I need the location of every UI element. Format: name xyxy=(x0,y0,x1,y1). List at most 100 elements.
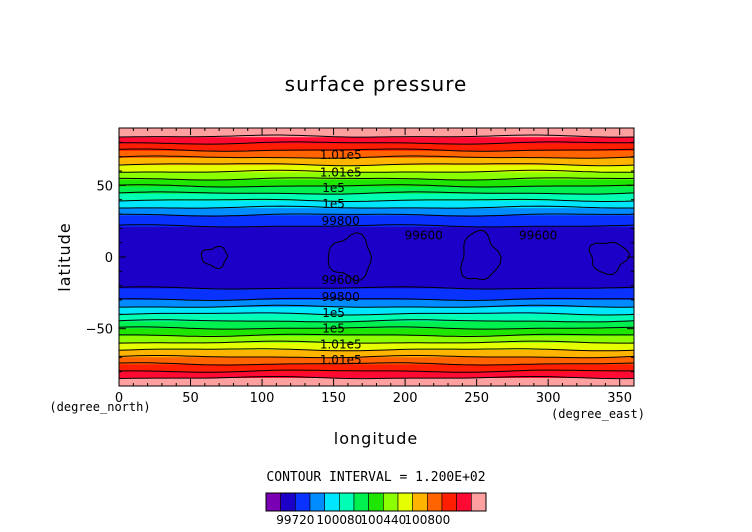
contour-band xyxy=(119,218,634,220)
contour-band xyxy=(119,307,634,310)
contour-band xyxy=(119,182,634,184)
contour-band xyxy=(119,305,634,308)
contour-band xyxy=(119,289,634,291)
contour-line xyxy=(119,304,634,308)
contour-label: 99800 xyxy=(322,214,360,228)
contour-band xyxy=(119,197,634,199)
contour-band xyxy=(119,365,634,368)
contour-band xyxy=(119,241,634,244)
contour-band xyxy=(119,368,634,371)
contour-band xyxy=(119,271,634,273)
contour-band xyxy=(119,196,634,199)
colorbar-frame xyxy=(265,492,487,512)
contour-band xyxy=(119,208,634,211)
chart-title: surface pressure xyxy=(285,72,468,96)
contour-band xyxy=(119,333,634,335)
contour-band xyxy=(119,348,634,350)
contour-band xyxy=(119,163,634,165)
contour-band xyxy=(119,173,634,176)
contour-band xyxy=(119,201,634,203)
contour-band xyxy=(119,316,634,318)
contour-band xyxy=(119,132,634,134)
contour-band xyxy=(119,332,634,335)
contour-band xyxy=(119,138,634,141)
contour-band xyxy=(119,300,634,303)
contour-band xyxy=(119,305,634,307)
contour-band xyxy=(119,339,634,341)
contour-band xyxy=(119,158,634,161)
contour-band xyxy=(119,238,634,240)
contour-band xyxy=(119,328,634,330)
contour-label: 1.01e5 xyxy=(320,148,362,162)
contour-band xyxy=(119,262,634,265)
contour-band xyxy=(119,252,634,255)
y-tick-label: 0 xyxy=(105,251,113,266)
contour-band xyxy=(119,366,634,368)
contour-band xyxy=(119,226,634,228)
contour-band xyxy=(119,245,634,247)
colorbar-swatch xyxy=(397,492,413,512)
contour-band xyxy=(119,246,634,249)
contour-band xyxy=(119,244,634,246)
contour-band xyxy=(119,140,634,142)
contour-band xyxy=(119,327,634,329)
contour-line xyxy=(119,148,634,152)
contour-band xyxy=(119,257,634,260)
contour-band xyxy=(119,259,634,262)
contour-band xyxy=(119,248,634,250)
contour-line xyxy=(119,326,634,330)
contour-band xyxy=(119,166,634,169)
contour-band xyxy=(119,274,634,277)
contour-band xyxy=(119,298,634,300)
contour-band xyxy=(119,240,634,242)
contour-band xyxy=(119,338,634,341)
contour-label: 99600 xyxy=(519,229,557,243)
contour-band xyxy=(119,196,634,198)
contour-band xyxy=(119,266,634,268)
x-tick-label: 300 xyxy=(536,391,561,406)
contour-band xyxy=(119,307,634,309)
contour-band xyxy=(119,269,634,272)
contour-band xyxy=(119,341,634,343)
colorbar-swatch xyxy=(441,492,457,512)
contour-lines xyxy=(119,134,634,380)
contour-band xyxy=(119,325,634,328)
contour-band xyxy=(119,247,634,249)
contour-band xyxy=(119,344,634,346)
contour-band xyxy=(119,318,634,320)
contour-band xyxy=(119,302,634,305)
contour-band xyxy=(119,330,634,333)
contour-band xyxy=(119,380,634,382)
contour-band xyxy=(119,191,634,193)
contour-band xyxy=(119,159,634,161)
contour-band xyxy=(119,337,634,340)
contour-band xyxy=(119,351,634,353)
contour-band xyxy=(119,179,634,181)
contour-band xyxy=(119,180,634,182)
contour-label: 1e5 xyxy=(322,322,345,336)
contour-band xyxy=(119,175,634,177)
contour-band xyxy=(119,353,634,356)
contour-band xyxy=(119,221,634,223)
contour-band xyxy=(119,283,634,285)
contour-band xyxy=(119,243,634,245)
x-axis-units: (degree_east) xyxy=(551,407,645,421)
contour-band xyxy=(119,170,634,172)
contour-band xyxy=(119,198,634,201)
contour-band xyxy=(119,228,634,230)
contour-band xyxy=(119,267,634,269)
contour-band xyxy=(119,263,634,265)
contour-line xyxy=(119,169,634,173)
x-axis-label: longitude xyxy=(334,429,418,448)
contour-band xyxy=(119,244,634,247)
contour-band xyxy=(119,153,634,155)
contour-bands xyxy=(119,128,634,386)
contour-band xyxy=(119,160,634,163)
contour-band xyxy=(119,355,634,357)
contour-band xyxy=(119,188,634,191)
contour-band xyxy=(119,310,634,312)
contour-band xyxy=(119,145,634,147)
contour-label: 1e5 xyxy=(322,181,345,195)
contour-band xyxy=(119,284,634,286)
contour-band xyxy=(119,279,634,282)
